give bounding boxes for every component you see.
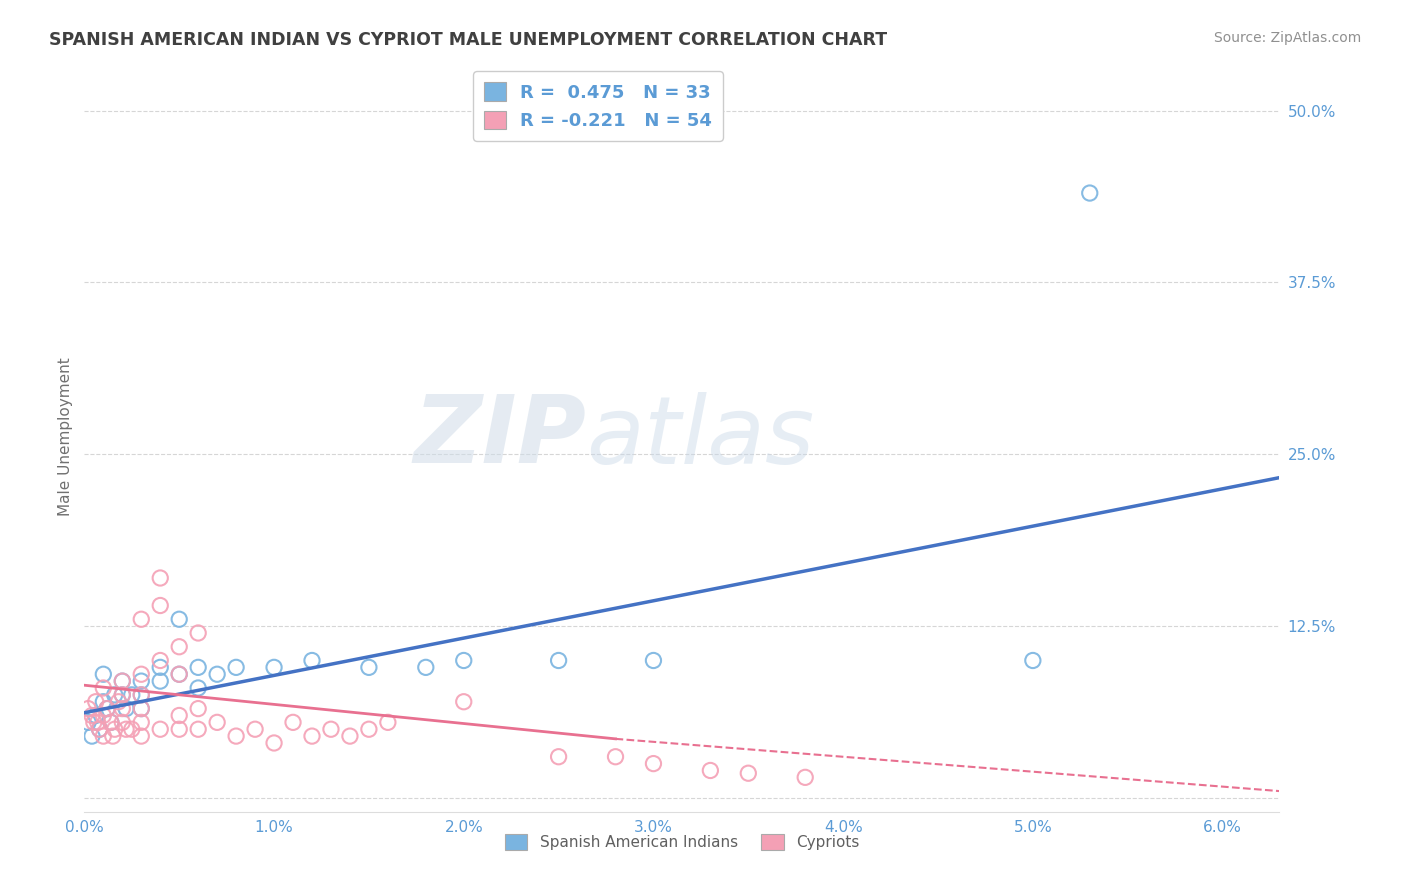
Point bbox=[301, 653, 323, 667]
Point bbox=[91, 695, 114, 709]
Point bbox=[129, 612, 152, 626]
Point bbox=[149, 571, 172, 585]
Point bbox=[91, 708, 114, 723]
Point bbox=[225, 660, 247, 674]
Point bbox=[794, 770, 817, 784]
Point bbox=[121, 688, 143, 702]
Point bbox=[86, 715, 108, 730]
Point bbox=[187, 660, 209, 674]
Text: Source: ZipAtlas.com: Source: ZipAtlas.com bbox=[1213, 31, 1361, 45]
Point bbox=[243, 723, 266, 737]
Point bbox=[205, 667, 228, 681]
Point bbox=[89, 723, 111, 737]
Y-axis label: Male Unemployment: Male Unemployment bbox=[58, 358, 73, 516]
Point bbox=[77, 701, 100, 715]
Point bbox=[111, 715, 134, 730]
Point bbox=[167, 612, 190, 626]
Point bbox=[121, 723, 143, 737]
Point bbox=[643, 653, 665, 667]
Point bbox=[129, 715, 152, 730]
Legend: Spanish American Indians, Cypriots: Spanish American Indians, Cypriots bbox=[499, 829, 865, 856]
Point bbox=[453, 695, 475, 709]
Point bbox=[111, 701, 134, 715]
Point bbox=[263, 736, 285, 750]
Point bbox=[167, 723, 190, 737]
Text: SPANISH AMERICAN INDIAN VS CYPRIOT MALE UNEMPLOYMENT CORRELATION CHART: SPANISH AMERICAN INDIAN VS CYPRIOT MALE … bbox=[49, 31, 887, 49]
Point bbox=[84, 708, 107, 723]
Point bbox=[129, 688, 152, 702]
Point bbox=[643, 756, 665, 771]
Point bbox=[167, 640, 190, 654]
Point bbox=[111, 688, 134, 702]
Point bbox=[115, 701, 138, 715]
Point bbox=[319, 723, 342, 737]
Point bbox=[187, 626, 209, 640]
Text: atlas: atlas bbox=[586, 392, 814, 483]
Point bbox=[225, 729, 247, 743]
Point bbox=[96, 701, 118, 715]
Point bbox=[357, 660, 380, 674]
Point bbox=[699, 764, 721, 778]
Point bbox=[83, 715, 105, 730]
Point bbox=[104, 688, 127, 702]
Point bbox=[547, 749, 569, 764]
Point bbox=[149, 674, 172, 689]
Text: ZIP: ZIP bbox=[413, 391, 586, 483]
Point bbox=[129, 701, 152, 715]
Point bbox=[149, 723, 172, 737]
Point bbox=[111, 674, 134, 689]
Point bbox=[89, 723, 111, 737]
Point bbox=[129, 667, 152, 681]
Point bbox=[111, 674, 134, 689]
Point bbox=[187, 701, 209, 715]
Point bbox=[339, 729, 361, 743]
Point bbox=[129, 674, 152, 689]
Point bbox=[91, 681, 114, 695]
Point bbox=[129, 688, 152, 702]
Point bbox=[149, 599, 172, 613]
Point bbox=[80, 729, 103, 743]
Point bbox=[187, 723, 209, 737]
Point bbox=[263, 660, 285, 674]
Point bbox=[1078, 186, 1101, 200]
Point bbox=[357, 723, 380, 737]
Point bbox=[111, 688, 134, 702]
Point bbox=[100, 715, 122, 730]
Point bbox=[84, 695, 107, 709]
Point bbox=[167, 667, 190, 681]
Point bbox=[205, 715, 228, 730]
Point bbox=[167, 708, 190, 723]
Point bbox=[415, 660, 437, 674]
Point bbox=[91, 729, 114, 743]
Point bbox=[149, 660, 172, 674]
Point bbox=[1022, 653, 1045, 667]
Point bbox=[149, 653, 172, 667]
Point bbox=[129, 701, 152, 715]
Point bbox=[167, 667, 190, 681]
Point bbox=[96, 701, 118, 715]
Point bbox=[104, 723, 127, 737]
Point bbox=[129, 729, 152, 743]
Point bbox=[187, 681, 209, 695]
Point bbox=[281, 715, 304, 730]
Point bbox=[91, 667, 114, 681]
Point bbox=[80, 708, 103, 723]
Point bbox=[115, 723, 138, 737]
Point bbox=[301, 729, 323, 743]
Point bbox=[107, 695, 129, 709]
Point bbox=[100, 715, 122, 730]
Point bbox=[77, 715, 100, 730]
Point bbox=[101, 729, 124, 743]
Point bbox=[453, 653, 475, 667]
Point bbox=[737, 766, 759, 780]
Point bbox=[605, 749, 627, 764]
Point bbox=[377, 715, 399, 730]
Point bbox=[547, 653, 569, 667]
